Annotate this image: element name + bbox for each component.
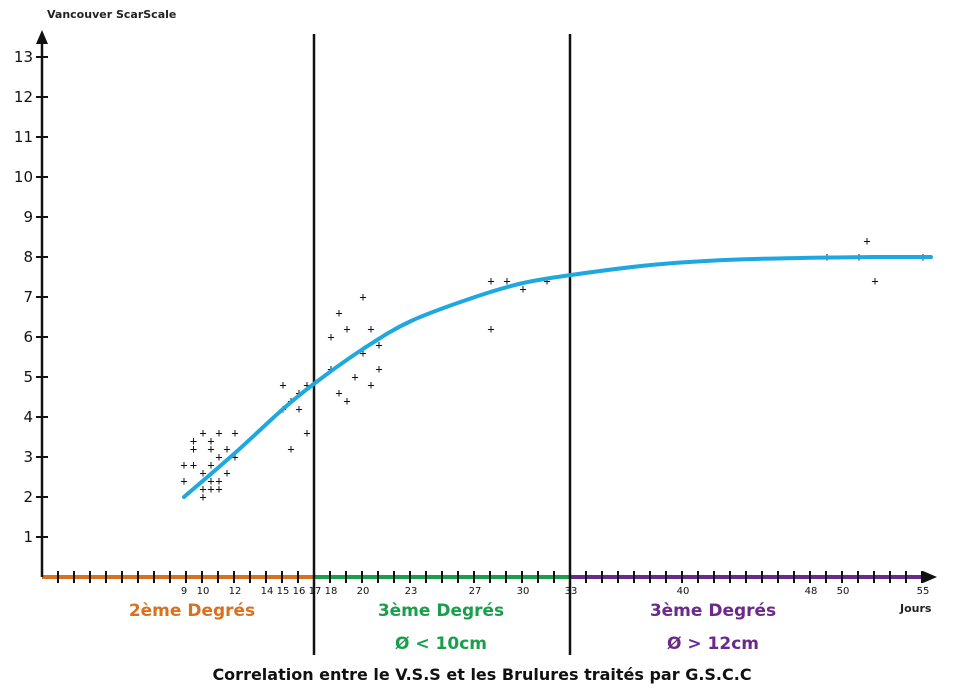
data-point: + xyxy=(295,402,302,416)
data-point: + xyxy=(215,450,222,464)
zone-title: 3ème Degrés xyxy=(378,601,504,621)
x-tick-label: 9 xyxy=(181,586,187,597)
data-point: + xyxy=(359,346,366,360)
data-point: + xyxy=(207,434,214,448)
zone-subtitle: Ø < 10cm xyxy=(395,634,487,654)
data-point: + xyxy=(279,378,286,392)
data-point: + xyxy=(487,322,494,336)
data-point: + xyxy=(231,426,238,440)
data-point: + xyxy=(367,378,374,392)
data-point: + xyxy=(223,466,230,480)
x-tick-label: 20 xyxy=(357,586,370,597)
data-point: + xyxy=(215,474,222,488)
x-tick-label: 40 xyxy=(677,586,690,597)
y-tick-label: 12 xyxy=(14,88,33,106)
x-tick-label: 50 xyxy=(837,586,850,597)
data-point: + xyxy=(199,466,206,480)
data-point: + xyxy=(519,282,526,296)
data-point: + xyxy=(180,474,187,488)
data-point: + xyxy=(287,442,294,456)
data-point: + xyxy=(207,442,214,456)
x-axis-colored-bar xyxy=(42,575,925,579)
x-tick-label: 15 xyxy=(277,586,290,597)
data-point: + xyxy=(487,274,494,288)
data-point: + xyxy=(359,290,366,304)
x-tick-label: 55 xyxy=(917,586,930,597)
zone-title: 3ème Degrés xyxy=(650,601,776,621)
data-point: + xyxy=(351,370,358,384)
y-tick-label: 9 xyxy=(23,208,33,226)
y-tick-label: 1 xyxy=(23,528,33,546)
data-point: + xyxy=(207,482,214,496)
data-points: ++++++++++++++++++++++++++++++++++++++++… xyxy=(180,234,926,504)
data-point: + xyxy=(375,338,382,352)
data-point: + xyxy=(215,426,222,440)
x-tick-label: 23 xyxy=(405,586,418,597)
x-tick-label: 16 xyxy=(293,586,306,597)
data-point: + xyxy=(863,234,870,248)
x-axis-title: Jours xyxy=(899,602,932,615)
y-tick-label: 4 xyxy=(23,408,33,426)
x-tick-label: 48 xyxy=(805,586,818,597)
trend-curve xyxy=(182,254,933,499)
data-point: + xyxy=(871,274,878,288)
data-point: + xyxy=(343,394,350,408)
data-point: + xyxy=(335,306,342,320)
y-tick-label: 6 xyxy=(23,328,33,346)
data-point: + xyxy=(327,330,334,344)
x-tick-label: 10 xyxy=(197,586,210,597)
y-axis-arrow-icon xyxy=(36,30,48,44)
data-point: + xyxy=(303,426,310,440)
data-point: + xyxy=(503,274,510,288)
data-point: + xyxy=(223,442,230,456)
data-point: + xyxy=(375,362,382,376)
x-tick-label: 27 xyxy=(469,586,482,597)
data-point: + xyxy=(199,426,206,440)
y-tick-label: 11 xyxy=(14,128,33,146)
data-point: + xyxy=(335,386,342,400)
y-axis-title: Vancouver ScarScale xyxy=(47,8,176,21)
data-point: + xyxy=(343,322,350,336)
data-point: + xyxy=(190,434,197,448)
data-point: + xyxy=(303,378,310,392)
data-point: + xyxy=(199,482,206,496)
zone-bar xyxy=(42,575,315,579)
chart-caption: Correlation entre le V.S.S et les Brulur… xyxy=(212,665,751,684)
x-tick-label: 12 xyxy=(229,586,242,597)
data-point: + xyxy=(543,274,550,288)
data-point: + xyxy=(367,322,374,336)
data-point: + xyxy=(190,442,197,456)
zone-labels: 2ème Degrés 3ème Degrés Ø < 10cm 3ème Degré… xyxy=(129,601,776,654)
data-point: + xyxy=(180,458,187,472)
y-tick-label: 10 xyxy=(14,168,33,186)
data-point: + xyxy=(207,474,214,488)
y-tick-label: 13 xyxy=(14,48,33,66)
y-tick-label: 3 xyxy=(23,448,33,466)
data-point: + xyxy=(190,458,197,472)
data-point: + xyxy=(231,450,238,464)
y-tick-label: 8 xyxy=(23,248,33,266)
x-axis-ticks: 910121415161718202327303340485055 xyxy=(57,571,930,597)
y-tick-label: 2 xyxy=(23,488,33,506)
zone-dividers xyxy=(312,34,572,655)
data-point: + xyxy=(215,482,222,496)
data-point: + xyxy=(199,490,206,504)
zone-subtitle: Ø > 12cm xyxy=(667,634,759,654)
data-point: + xyxy=(207,458,214,472)
x-axis-arrow-icon xyxy=(923,571,937,583)
x-tick-label: 30 xyxy=(517,586,530,597)
zone-title: 2ème Degrés xyxy=(129,601,255,621)
y-tick-label: 7 xyxy=(23,288,33,306)
x-tick-label: 14 xyxy=(261,586,274,597)
zone-bar xyxy=(571,575,925,579)
x-tick-label: 18 xyxy=(325,586,338,597)
y-tick-label: 5 xyxy=(23,368,33,386)
